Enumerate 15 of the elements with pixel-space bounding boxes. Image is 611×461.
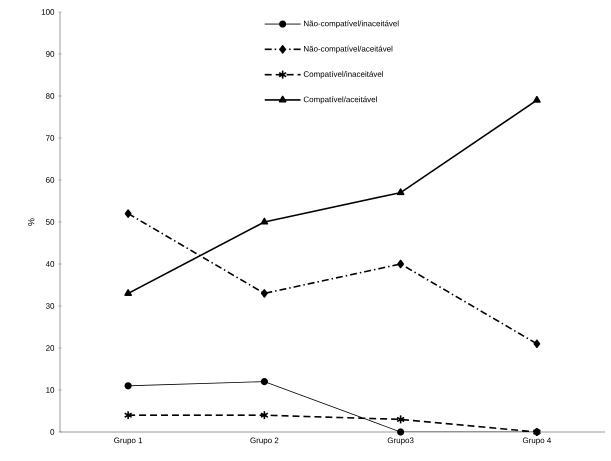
point (124, 410, 132, 420)
point (124, 209, 132, 218)
point (397, 260, 404, 268)
point (124, 289, 132, 296)
point (260, 410, 269, 420)
point (260, 378, 268, 386)
point (396, 414, 405, 424)
point (397, 428, 404, 436)
point (260, 218, 268, 225)
point (124, 382, 132, 390)
point (533, 96, 541, 103)
point (533, 340, 540, 348)
point (260, 289, 268, 298)
point (396, 188, 404, 196)
y-axis-title: % (28, 218, 34, 226)
